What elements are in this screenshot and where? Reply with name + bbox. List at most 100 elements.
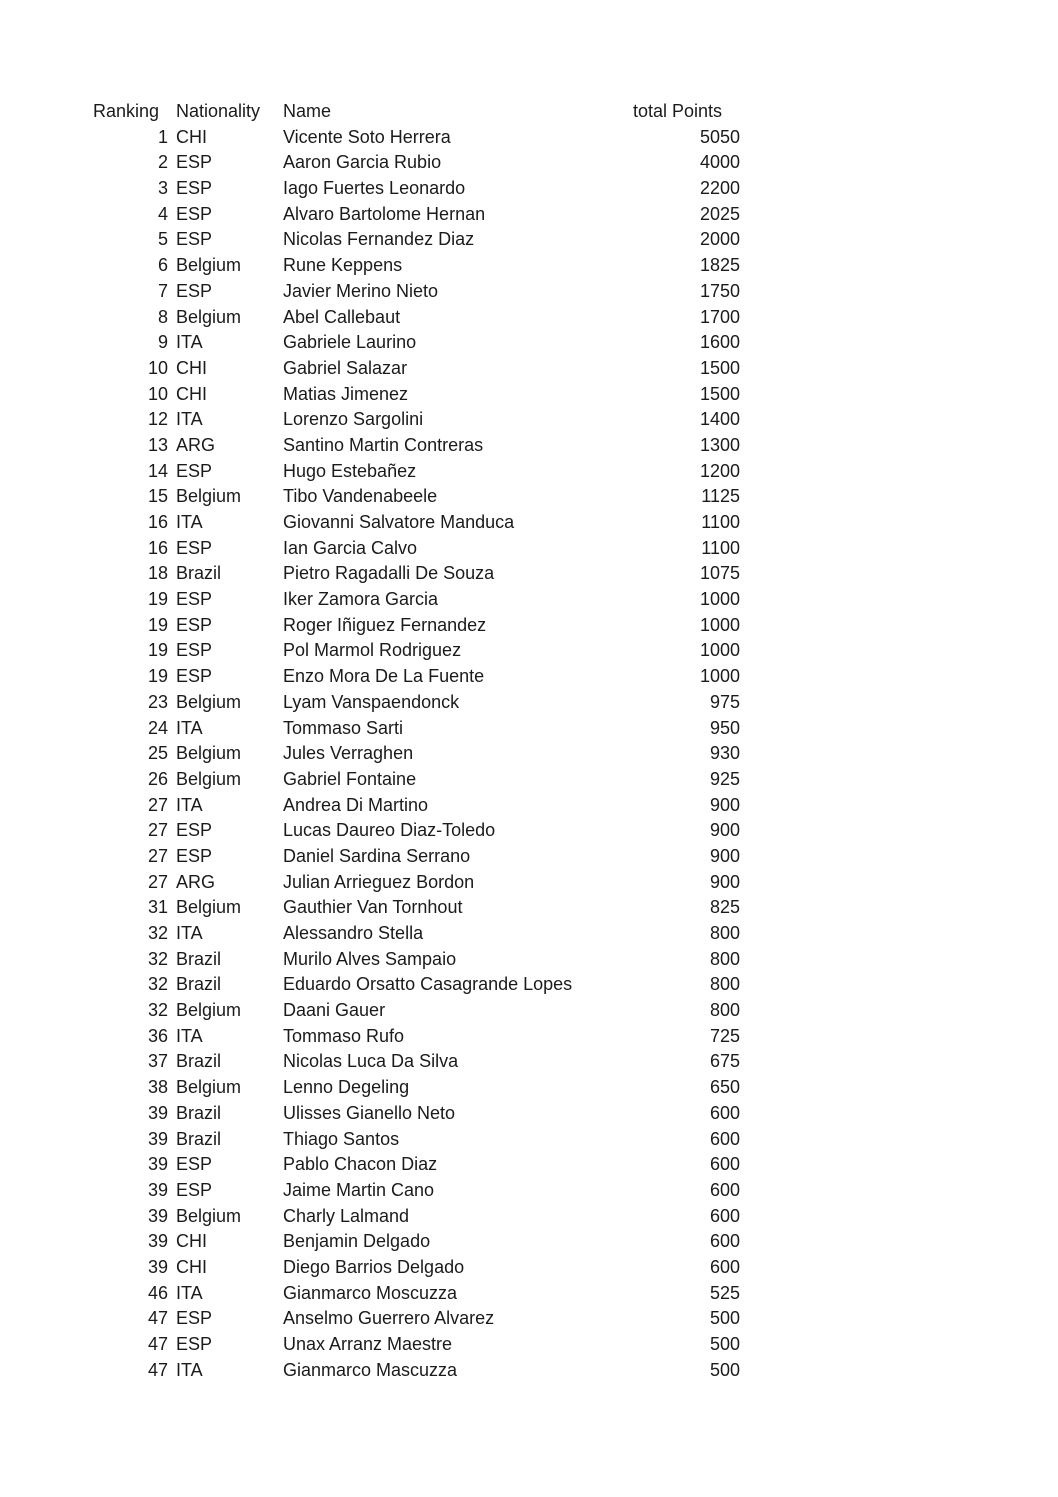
nationality-cell: Belgium <box>176 306 242 327</box>
ranking-cell: 15 <box>147 486 168 507</box>
name-cell: Gauthier Van Tornhout <box>283 897 463 918</box>
ranking-cell: 13 <box>147 434 168 455</box>
table-row: 47 ITA Gianmarco Mascuzza 500 <box>0 1358 1058 1384</box>
nationality-cell: CHI <box>176 357 207 378</box>
name-cell: Matias Jimenez <box>283 383 409 404</box>
ranking-cell: 12 <box>147 409 168 430</box>
nationality-cell: ARG <box>176 434 216 455</box>
table-row: 19 ESP Roger Iñiguez Fernandez 1000 <box>0 613 1058 639</box>
table-row: 37 Brazil Nicolas Luca Da Silva 675 <box>0 1049 1058 1075</box>
name-cell: Gianmarco Moscuzza <box>283 1282 458 1303</box>
ranking-cell: 6 <box>157 255 168 276</box>
points-cell: 800 <box>709 948 740 969</box>
ranking-cell: 39 <box>147 1256 168 1277</box>
name-cell: Alessandro Stella <box>283 923 424 943</box>
ranking-cell: 46 <box>147 1282 168 1303</box>
nationality-cell: ESP <box>176 1179 213 1200</box>
ranking-cell: 24 <box>147 717 168 738</box>
nationality-cell: Belgium <box>176 897 242 918</box>
nationality-cell: ESP <box>176 178 213 199</box>
points-cell: 930 <box>709 743 740 764</box>
table-row: 24 ITA Tommaso Sarti 950 <box>0 716 1058 742</box>
points-cell: 800 <box>709 974 740 995</box>
name-cell: Jaime Martin Cano <box>283 1179 435 1200</box>
nationality-cell: ITA <box>176 794 203 815</box>
name-cell: Giovanni Salvatore Manduca <box>283 512 515 532</box>
name-cell: Andrea Di Martino <box>283 794 429 815</box>
name-cell: Gabriel Fontaine <box>283 768 417 789</box>
nationality-cell: ESP <box>176 1334 213 1354</box>
name-cell: Gianmarco Mascuzza <box>283 1359 458 1380</box>
name-cell: Santino Martin Contreras <box>283 434 484 455</box>
name-cell: Iker Zamora Garcia <box>283 589 439 610</box>
nationality-cell: ESP <box>176 614 213 635</box>
points-cell: 2000 <box>699 229 740 250</box>
table-row: 10 CHI Gabriel Salazar 1500 <box>0 356 1058 382</box>
ranking-cell: 3 <box>157 178 168 199</box>
ranking-cell: 14 <box>147 460 168 481</box>
nationality-cell: Brazil <box>176 948 222 969</box>
nationality-cell: Belgium <box>176 1000 242 1021</box>
ranking-cell: 19 <box>147 589 168 610</box>
points-cell: 600 <box>709 1154 740 1175</box>
ranking-cell: 32 <box>147 948 168 969</box>
points-cell: 900 <box>709 820 740 841</box>
name-cell: Aaron Garcia Rubio <box>283 152 442 173</box>
nationality-cell: Belgium <box>176 743 242 764</box>
points-cell: 900 <box>709 871 740 892</box>
table-header-row: Ranking Nationality Name total Points <box>0 99 1058 125</box>
points-cell: 600 <box>709 1205 740 1226</box>
name-cell: Vicente Soto Herrera <box>283 126 451 147</box>
name-cell: Daniel Sardina Serrano <box>283 845 471 866</box>
points-cell: 650 <box>709 1077 740 1098</box>
ranking-cell: 39 <box>147 1128 168 1149</box>
ranking-cell: 16 <box>147 512 168 532</box>
ranking-cell: 10 <box>147 357 168 378</box>
table-row: 39 ESP Jaime Martin Cano 600 <box>0 1178 1058 1204</box>
ranking-cell: 19 <box>147 614 168 635</box>
name-cell: Gabriele Laurino <box>283 332 417 353</box>
nationality-cell: ITA <box>176 409 203 430</box>
points-cell: 2200 <box>699 178 740 199</box>
nationality-cell: ESP <box>176 845 213 866</box>
nationality-cell: ESP <box>176 666 213 687</box>
points-cell: 600 <box>709 1256 740 1277</box>
nationality-cell: Belgium <box>176 1205 242 1226</box>
points-cell: 1000 <box>699 666 740 687</box>
name-cell: Rune Keppens <box>283 255 403 276</box>
table-row: 32 ITA Alessandro Stella 800 <box>0 921 1058 947</box>
table-row: 2 ESP Aaron Garcia Rubio 4000 <box>0 150 1058 176</box>
table-row: 32 Brazil Murilo Alves Sampaio 800 <box>0 947 1058 973</box>
nationality-cell: ARG <box>176 871 216 892</box>
ranking-cell: 27 <box>147 794 168 815</box>
ranking-cell: 47 <box>147 1308 168 1329</box>
points-cell: 1075 <box>699 563 740 584</box>
ranking-cell: 37 <box>147 1051 168 1072</box>
nationality-cell: ESP <box>176 1154 213 1175</box>
points-cell: 900 <box>709 794 740 815</box>
name-cell: Charly Lalmand <box>283 1205 410 1226</box>
points-cell: 500 <box>709 1308 740 1329</box>
nationality-cell: ESP <box>176 820 213 841</box>
nationality-cell: ITA <box>176 1359 203 1380</box>
ranking-cell: 27 <box>147 845 168 866</box>
name-cell: Julian Arrieguez Bordon <box>283 871 475 892</box>
points-cell: 1400 <box>699 409 740 430</box>
nationality-cell: Belgium <box>176 486 242 507</box>
name-cell: Pietro Ragadalli De Souza <box>283 563 495 584</box>
ranking-cell: 7 <box>157 280 168 301</box>
points-cell: 1000 <box>699 640 740 661</box>
nationality-cell: ESP <box>176 460 213 481</box>
nationality-cell: CHI <box>176 1256 207 1277</box>
table-row: 27 ESP Daniel Sardina Serrano 900 <box>0 844 1058 870</box>
ranking-cell: 47 <box>147 1359 168 1380</box>
table-row: 12 ITA Lorenzo Sargolini 1400 <box>0 407 1058 433</box>
table-row: 19 ESP Enzo Mora De La Fuente 1000 <box>0 664 1058 690</box>
nationality-cell: Brazil <box>176 1128 222 1149</box>
nationality-cell: ESP <box>176 537 213 558</box>
nationality-cell: ITA <box>176 923 203 943</box>
ranking-cell: 27 <box>147 871 168 892</box>
name-cell: Tommaso Rufo <box>283 1025 405 1046</box>
ranking-cell: 27 <box>147 820 168 841</box>
points-cell: 1750 <box>699 280 740 301</box>
